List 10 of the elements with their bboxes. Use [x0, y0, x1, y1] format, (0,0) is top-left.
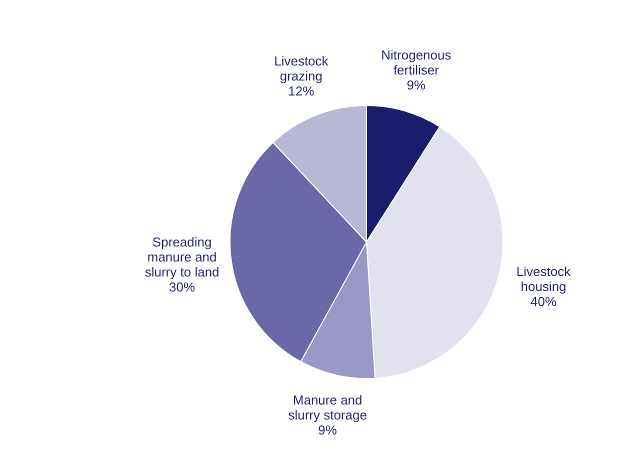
data-label: 9% — [318, 422, 338, 438]
slice-label: Livestock grazing — [274, 54, 329, 84]
data-label: 9% — [406, 78, 426, 93]
data-label: 30% — [169, 279, 196, 294]
slice-label: Spreading manure and slurry to land — [144, 234, 220, 280]
slice-label: Nitrogenous fertiliser — [381, 48, 452, 78]
data-label: 12% — [288, 84, 315, 99]
data-label: 40% — [530, 294, 557, 310]
slice-label: Manure and slurry storage — [288, 392, 367, 423]
slice-label: Livestock housing — [516, 264, 572, 294]
